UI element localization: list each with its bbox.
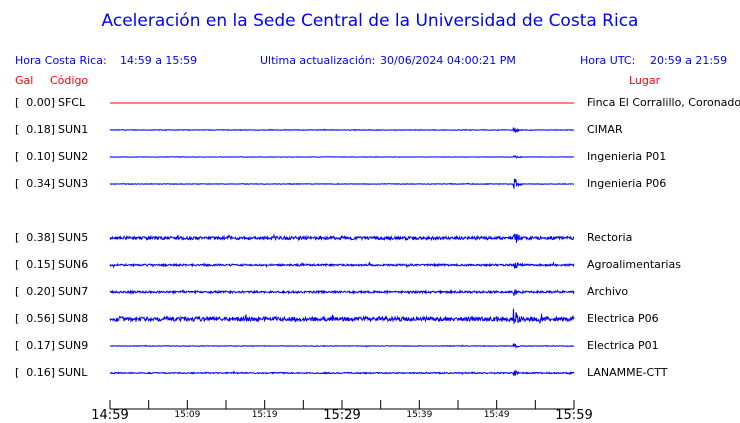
- update-value: 30/06/2024 04:00:21 PM: [380, 54, 516, 67]
- station-place: Rectoria: [587, 231, 633, 244]
- station-gal: [ 0.34]: [15, 177, 56, 190]
- trace-sun9: [109, 343, 575, 349]
- local-time-label: Hora Costa Rica:: [15, 54, 107, 67]
- station-code: SUN8: [58, 312, 89, 325]
- station-code: SUNL: [58, 366, 88, 379]
- station-gal: [ 0.38]: [15, 231, 56, 244]
- trace-sun7: [109, 289, 575, 296]
- axis-label-minor: 15:19: [251, 410, 278, 420]
- station-gal: [ 0.18]: [15, 123, 56, 136]
- station-place: Electrica P06: [587, 312, 659, 325]
- utc-time-label: Hora UTC:: [580, 54, 636, 67]
- station-gal: [ 0.15]: [15, 258, 56, 271]
- trace-sun3: [109, 178, 575, 190]
- station-code: SUN7: [58, 285, 89, 298]
- update-label: Ultima actualización:: [260, 54, 376, 67]
- station-code: SUN1: [58, 123, 89, 136]
- axis-label-minor: 15:39: [406, 410, 433, 420]
- trace-sun5: [109, 232, 575, 243]
- station-place: Ingenieria P01: [587, 150, 667, 163]
- page-title: Aceleración en la Sede Central de la Uni…: [101, 11, 639, 31]
- trace-sun8: [109, 308, 575, 324]
- station-place: LANAMME-CTT: [587, 366, 668, 379]
- trace-sun6: [109, 260, 575, 269]
- axis-label-minor: 15:49: [483, 410, 510, 420]
- axis-label-major: 15:29: [323, 408, 361, 423]
- code-header: Código: [50, 74, 89, 87]
- local-time-range: 14:59 a 15:59: [120, 54, 198, 67]
- axis-label-major: 15:59: [555, 408, 593, 423]
- station-place: Archivo: [587, 285, 629, 298]
- station-gal: [ 0.10]: [15, 150, 56, 163]
- station-place: Agroalimentarias: [587, 258, 681, 271]
- gal-header: Gal: [15, 74, 34, 87]
- station-code: SFCL: [58, 96, 86, 109]
- station-code: SUN5: [58, 231, 89, 244]
- axis-label-minor: 15:09: [174, 410, 201, 420]
- station-code: SUN9: [58, 339, 89, 352]
- trace-sun2: [109, 155, 575, 159]
- trace-sunl: [109, 369, 575, 376]
- station-code: SUN2: [58, 150, 89, 163]
- station-place: CIMAR: [587, 123, 623, 136]
- station-gal: [ 0.20]: [15, 285, 56, 298]
- station-place: Electrica P01: [587, 339, 659, 352]
- station-place: Finca El Corralillo, Coronado: [587, 96, 740, 109]
- station-gal: [ 0.17]: [15, 339, 56, 352]
- station-gal: [ 0.56]: [15, 312, 56, 325]
- axis-label-major: 14:59: [91, 408, 129, 423]
- station-place: Ingenieria P06: [587, 177, 667, 190]
- place-header: Lugar: [629, 74, 661, 87]
- trace-sun1: [109, 127, 575, 134]
- station-code: SUN3: [58, 177, 89, 190]
- station-gal: [ 0.00]: [15, 96, 56, 109]
- station-gal: [ 0.16]: [15, 366, 56, 379]
- utc-time-range: 20:59 a 21:59: [650, 54, 728, 67]
- station-code: SUN6: [58, 258, 89, 271]
